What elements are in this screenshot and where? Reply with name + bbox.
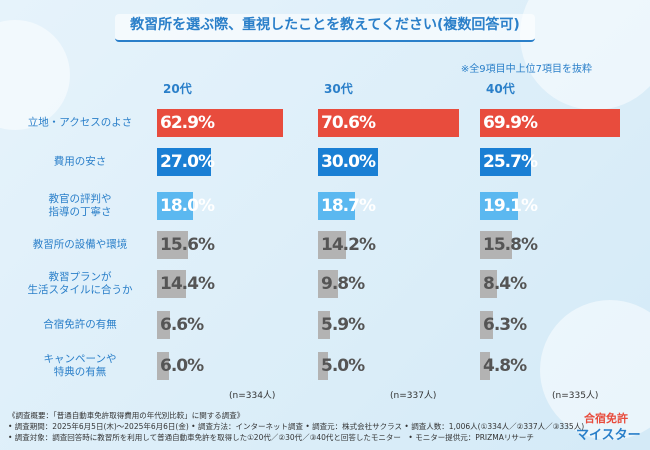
bar — [157, 352, 169, 380]
value-label: 6.3% — [483, 315, 527, 335]
value-label: 5.0% — [321, 356, 365, 376]
value-label: 62.9% — [160, 113, 215, 133]
value-label: 19.1% — [483, 196, 538, 216]
n-label: (n=334人) — [229, 391, 276, 401]
bar — [318, 192, 356, 220]
series-name: 40代 — [486, 82, 515, 96]
bar — [480, 192, 519, 220]
value-label: 14.4% — [160, 274, 215, 294]
category-label: 教習プランが 生活スタイルに合うか — [27, 271, 133, 296]
value-label: 5.9% — [321, 315, 365, 335]
category-label: 費用の安さ — [53, 155, 107, 168]
bar — [318, 311, 330, 339]
bar — [480, 270, 497, 298]
series-name: 20代 — [163, 82, 192, 96]
category-label: 教習所の設備や環境 — [32, 238, 128, 251]
value-label: 6.6% — [160, 315, 204, 335]
value-label: 14.2% — [321, 235, 376, 255]
category-label: 合宿免許の有無 — [43, 318, 117, 331]
value-label: 8.4% — [483, 274, 527, 294]
bg-circle — [540, 300, 650, 440]
footnote: • 調査対象：調査回答時に教習所を利用して普通自動車免許を取得した①20代／②3… — [8, 433, 534, 442]
bar — [157, 270, 186, 298]
series-name: 30代 — [324, 82, 353, 96]
bar — [157, 192, 193, 220]
logo-top: 合宿免許 — [584, 412, 628, 425]
value-label: 15.8% — [483, 235, 538, 255]
n-label: (n=335人) — [552, 391, 599, 401]
bar — [480, 311, 493, 339]
value-label: 18.7% — [321, 196, 376, 216]
bar — [318, 148, 378, 176]
value-label: 4.8% — [483, 356, 527, 376]
bar — [157, 148, 211, 176]
value-label: 18.0% — [160, 196, 215, 216]
bar — [157, 109, 283, 137]
bar — [318, 352, 328, 380]
footnote: 《調査概要：「普通自動車免許取得費用の年代別比較」に関する調査》 — [8, 411, 245, 420]
bar — [480, 352, 490, 380]
category-label: 立地・アクセスのよさ — [27, 116, 133, 129]
value-label: 9.8% — [321, 274, 365, 294]
bar — [318, 231, 347, 259]
bar — [318, 270, 338, 298]
category-label: キャンペーンや 特典の有無 — [43, 353, 117, 378]
logo-bottom: マイスター — [576, 428, 641, 443]
note: ※全9項目中上位7項目を抜粋 — [460, 64, 592, 75]
bg-circle — [0, 20, 70, 130]
bar — [318, 109, 460, 137]
footnote: • 調査期間：2025年6月5日(木)～2025年6月6日(金) • 調査方法：… — [8, 422, 585, 431]
chart-title: 教習所を選ぶ際、重視したことを教えてください(複数回答可) — [115, 14, 535, 42]
bar — [157, 311, 171, 339]
category-label: 教官の評判や 指導の丁寧さ — [48, 193, 112, 218]
value-label: 27.0% — [160, 152, 215, 172]
value-label: 70.6% — [321, 113, 376, 133]
value-label: 25.7% — [483, 152, 538, 172]
value-label: 15.6% — [160, 235, 215, 255]
value-label: 30.0% — [321, 152, 376, 172]
value-label: 6.0% — [160, 356, 204, 376]
bar — [480, 231, 512, 259]
bar — [480, 148, 532, 176]
bar — [480, 109, 620, 137]
bg-circle — [520, 0, 650, 110]
bar — [157, 231, 189, 259]
value-label: 69.9% — [483, 113, 538, 133]
n-label: (n=337人) — [390, 391, 437, 401]
